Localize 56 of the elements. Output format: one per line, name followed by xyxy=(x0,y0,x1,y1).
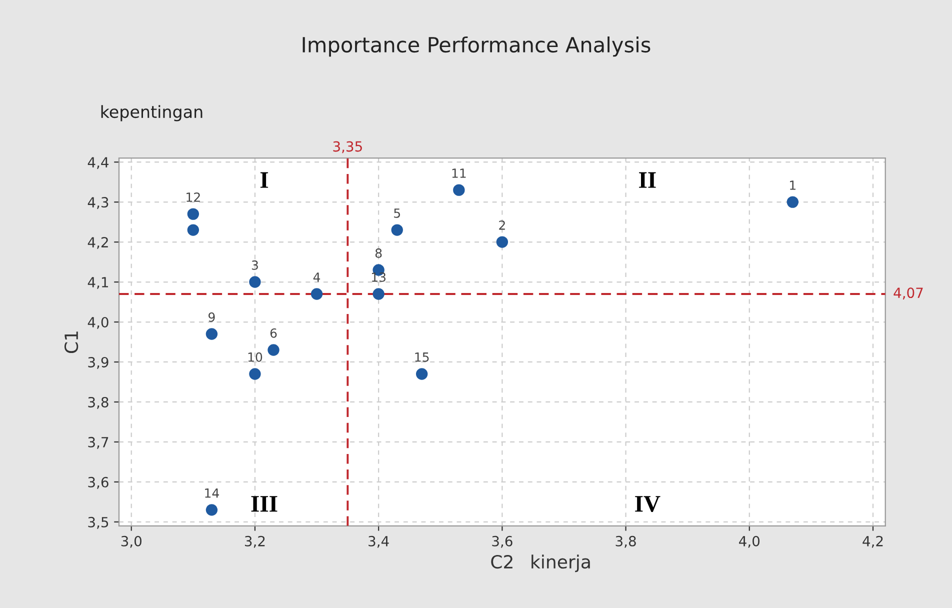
point xyxy=(496,236,508,248)
annotation: 11 xyxy=(452,168,466,178)
y-tick-label: 3,9 xyxy=(88,356,108,369)
y-tick-label: 3,6 xyxy=(88,476,108,489)
x-tick-label: 3,2 xyxy=(244,536,265,548)
annotation: 4 xyxy=(313,272,320,282)
ref-line-label: 3,35 xyxy=(333,141,362,154)
point xyxy=(391,224,403,236)
annotation: 12 xyxy=(186,192,200,202)
point xyxy=(206,504,218,516)
chart-title: Importance Performance Analysis xyxy=(302,36,650,57)
annotation: 14 xyxy=(205,488,219,498)
annotation: III xyxy=(251,496,278,512)
point xyxy=(206,328,218,340)
point xyxy=(416,368,428,380)
x-tick-label: 3,8 xyxy=(616,536,636,548)
annotation: 8 xyxy=(375,248,382,258)
point xyxy=(249,368,261,380)
ref-line-label: 4,07 xyxy=(894,288,923,300)
point xyxy=(453,184,465,196)
y-tick-label: 3,8 xyxy=(88,396,108,409)
annotation: 3 xyxy=(252,260,258,270)
x-axis-title: C2 xyxy=(491,554,512,569)
y-tick-label: 4,3 xyxy=(88,197,108,209)
text: kinerja xyxy=(532,554,590,572)
x-tick-label: 4,0 xyxy=(739,536,760,548)
x-tick-label: 4,2 xyxy=(862,536,883,548)
annotation: 9 xyxy=(208,312,215,322)
point xyxy=(187,224,200,236)
annotation: II xyxy=(639,172,656,188)
annotation: 15 xyxy=(415,352,429,362)
annotation: I xyxy=(260,172,268,188)
x-tick-label: 3,4 xyxy=(368,536,389,548)
annotation: 5 xyxy=(394,208,400,218)
point xyxy=(268,344,280,356)
annotation: 13 xyxy=(372,272,386,282)
y-axis-title: C1 xyxy=(64,332,78,354)
annotation: 10 xyxy=(248,352,262,362)
text: kepentingan xyxy=(101,105,202,122)
annotation: 2 xyxy=(499,220,505,230)
point xyxy=(786,196,798,208)
y-tick-label: 4,1 xyxy=(88,277,108,289)
x-tick-label: 3,6 xyxy=(492,536,512,548)
y-tick-label: 3,5 xyxy=(88,516,108,529)
point xyxy=(249,276,261,288)
y-tick-label: 3,7 xyxy=(88,436,108,449)
point xyxy=(310,288,323,300)
annotation: 1 xyxy=(790,180,796,190)
x-tick-label: 3,0 xyxy=(121,536,142,548)
y-tick-label: 4,4 xyxy=(88,157,108,169)
point xyxy=(372,288,384,300)
y-tick-label: 4,0 xyxy=(88,316,108,329)
annotation: IV xyxy=(635,496,660,512)
y-tick-label: 4,2 xyxy=(88,237,108,249)
annotation: 6 xyxy=(270,328,277,338)
point xyxy=(187,208,200,220)
